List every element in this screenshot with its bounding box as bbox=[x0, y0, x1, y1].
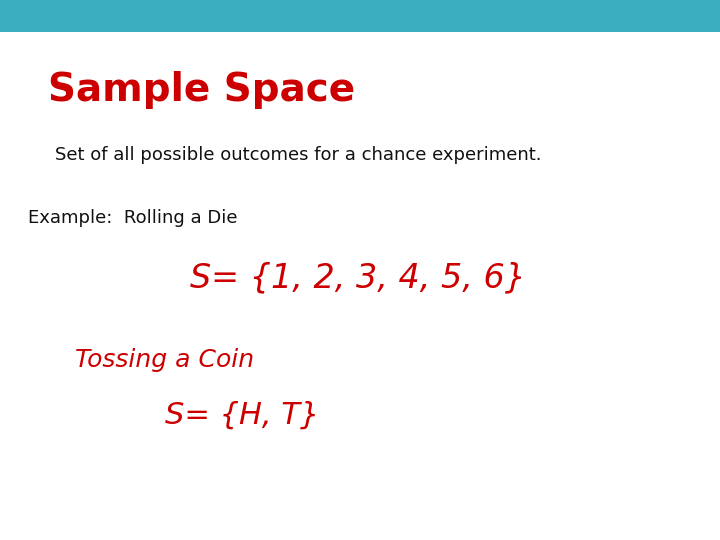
Text: Tossing a Coin: Tossing a Coin bbox=[75, 348, 254, 372]
Text: Set of all possible outcomes for a chance experiment.: Set of all possible outcomes for a chanc… bbox=[55, 146, 541, 164]
Text: S= {1, 2, 3, 4, 5, 6}: S= {1, 2, 3, 4, 5, 6} bbox=[190, 261, 526, 294]
Bar bbox=[0, 0, 720, 32]
Text: Sample Space: Sample Space bbox=[48, 71, 355, 109]
Text: Example:  Rolling a Die: Example: Rolling a Die bbox=[28, 209, 238, 227]
Text: S= {H, T}: S= {H, T} bbox=[165, 401, 320, 429]
